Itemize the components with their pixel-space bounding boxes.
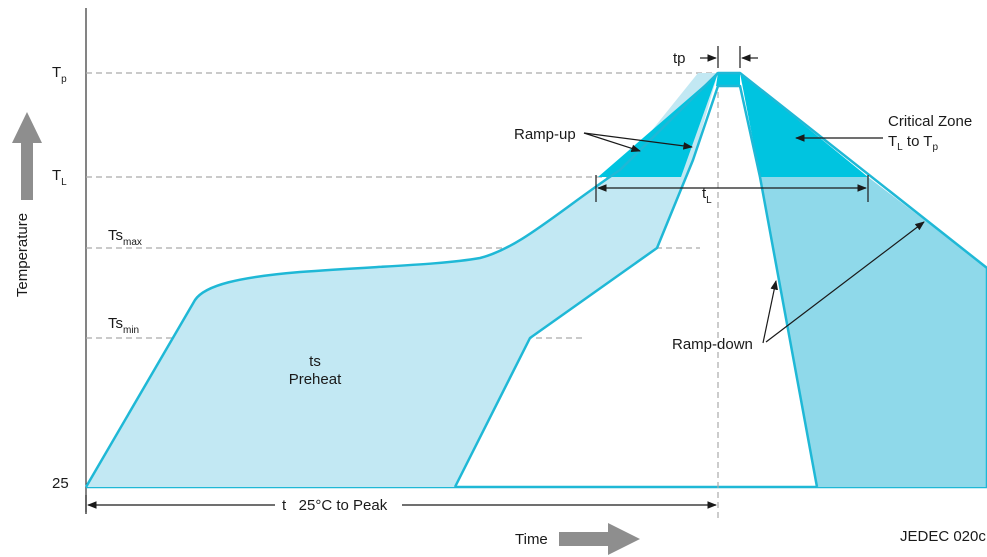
tl-duration-label: tL [702, 185, 712, 206]
ramp-up-label: Ramp-up [514, 126, 576, 143]
ramp-down-label: Ramp-down [672, 336, 753, 353]
source-label: JEDEC 020c [900, 528, 986, 545]
ramp-down-arrows [762, 221, 925, 344]
profile-curves [84, 71, 987, 488]
y-axis-label: Temperature [14, 213, 31, 297]
preheat-label: Preheat [289, 371, 342, 388]
critical-zone-label: Critical Zone [888, 113, 972, 130]
preheat-envelope [86, 73, 718, 487]
ramp-down-envelope [760, 177, 987, 487]
critical-range-label: TL to Tp [888, 133, 938, 153]
tp-label: tp [673, 50, 686, 67]
ts-label: ts [309, 353, 321, 370]
tp-markers [700, 46, 758, 68]
critical-zone-peak [716, 73, 740, 86]
x-axis-label: Time [515, 531, 548, 548]
tick-tsmax: Tsmax [108, 227, 142, 248]
upper-profile-curve [84, 71, 987, 488]
tl-markers [595, 175, 869, 202]
tick-25: 25 [52, 475, 69, 492]
time-arrow-icon [559, 523, 640, 555]
tick-tp: Tp [52, 64, 67, 85]
critical-zone-left [598, 73, 718, 177]
time-to-peak-arrows [85, 495, 717, 514]
temperature-arrow-icon [12, 112, 42, 200]
tick-tsmin: Tsmin [108, 315, 139, 336]
tick-tl: TL [52, 167, 67, 188]
time-to-peak-label: t 25°C to Peak [282, 497, 388, 514]
ramp-up-arrows [583, 132, 693, 153]
lower-profile-curve [453, 84, 819, 488]
